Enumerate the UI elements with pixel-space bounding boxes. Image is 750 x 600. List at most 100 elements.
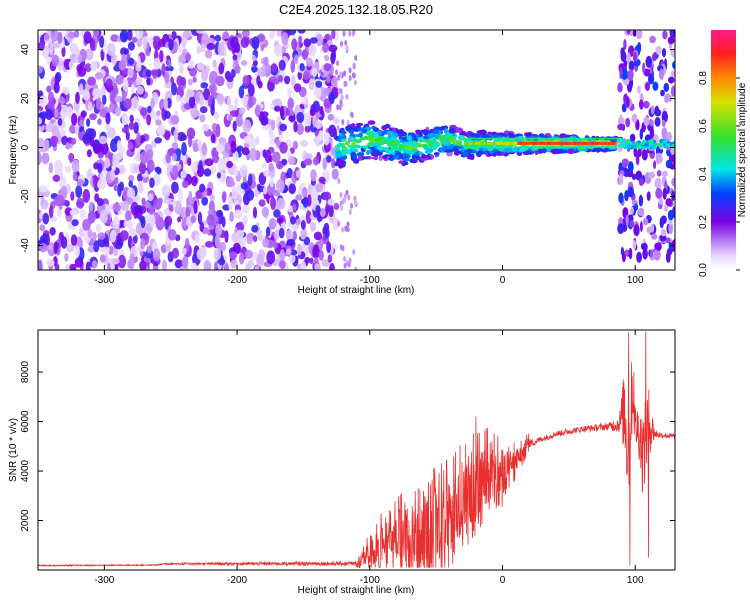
spectrogram-cell xyxy=(450,138,458,144)
spectrogram-cell xyxy=(533,146,535,148)
spectrogram-cell xyxy=(232,54,238,61)
spectrogram-cell xyxy=(352,72,355,79)
spectrogram-cell xyxy=(515,141,518,145)
spectrogram-cell xyxy=(619,67,623,77)
spectrogram-cell xyxy=(576,137,579,140)
spectrogram-cell xyxy=(602,137,605,140)
spectrogram-cell xyxy=(582,141,585,145)
spectrogram-cell xyxy=(227,114,233,122)
spectrogram-cell xyxy=(269,176,274,188)
spectrogram-cell xyxy=(606,137,609,140)
spectrogram-cell xyxy=(97,118,102,125)
spectrogram-cell xyxy=(644,142,650,147)
spectrogram-cell xyxy=(154,137,162,144)
spectrogram-cell xyxy=(672,61,675,69)
spectrogram-cell xyxy=(483,141,486,145)
spectrogram-cell xyxy=(246,237,253,245)
spectrogram-cell xyxy=(287,205,294,213)
spectrogram-cell xyxy=(612,146,615,148)
spectrogram-cell xyxy=(509,137,512,140)
spectrogram-cell xyxy=(553,141,556,145)
spectrogram-cell xyxy=(128,122,135,130)
spectrogram-cell xyxy=(129,253,135,266)
spectrogram-cell xyxy=(592,146,595,148)
spectrogram-cell xyxy=(653,249,661,261)
spectrogram-cell xyxy=(590,146,593,148)
snr-frame xyxy=(37,329,676,571)
spectrogram-cell xyxy=(348,75,352,81)
spectrogram-cell xyxy=(171,82,177,96)
spectrogram-cell xyxy=(285,107,290,116)
spectrogram-cell xyxy=(146,159,155,173)
spectrogram-cell xyxy=(64,253,69,262)
snr-x-label: Height of straight line (km) xyxy=(298,585,415,596)
spectrogram-cell xyxy=(353,79,357,86)
spectrogram-cell xyxy=(146,149,154,158)
spectrogram-cell xyxy=(576,138,583,142)
spectrogram-cell xyxy=(558,141,561,145)
snr-y-ticks: 2000 4000 6000 8000 xyxy=(20,361,675,532)
snr-x-tick-label: -100 xyxy=(360,575,380,586)
spectrogram-cell xyxy=(332,219,339,231)
spectrogram-cell xyxy=(335,152,342,158)
spectrogram-cell xyxy=(546,137,549,140)
spectrogram-cell xyxy=(171,181,179,194)
spectrogram-cell xyxy=(469,137,472,140)
spectrogram-cell xyxy=(363,156,369,160)
spectrogram-cell xyxy=(86,118,91,127)
spectrogram-cell xyxy=(98,135,108,145)
spectrogram-cell xyxy=(643,116,650,127)
spectrogram-cell xyxy=(172,165,179,178)
spectrogram-cell xyxy=(402,141,410,145)
spectrogram-cell xyxy=(598,141,601,145)
spectrogram-cell xyxy=(312,114,317,128)
spectrogram-cell xyxy=(412,134,417,138)
spectrogram-cell xyxy=(571,141,574,145)
spectrogram-cell xyxy=(423,146,430,151)
spectrogram-cell xyxy=(670,85,675,97)
spectrogram-cell xyxy=(38,65,43,74)
spectrogram-cell xyxy=(350,155,357,162)
spectrogram-cell xyxy=(52,174,61,182)
spectrogram-cell xyxy=(476,151,483,156)
spectrogram-cell xyxy=(455,127,464,133)
spectrogram-cell xyxy=(67,106,73,119)
spectrogram-cell xyxy=(648,171,655,179)
spectrogram-cell xyxy=(187,157,192,167)
spectrogram-cell xyxy=(161,63,166,77)
spectrogram-cell xyxy=(295,169,301,179)
spectrogram-cell xyxy=(331,168,339,180)
spectrogram-cell xyxy=(651,233,658,240)
spectrogram-cell xyxy=(558,146,561,148)
spectrogram-cell xyxy=(489,137,492,140)
spectrogram-cell xyxy=(295,194,303,201)
spectrogram-cell xyxy=(295,218,302,225)
spectrogram-cell xyxy=(529,141,532,145)
spectrogram-cell xyxy=(568,137,571,140)
spectrogram-cell xyxy=(345,44,349,51)
spectrogram-cell xyxy=(612,137,615,140)
spectrogram-cell xyxy=(331,158,336,169)
spectrogram-cell xyxy=(203,260,212,270)
spectrogram-cell xyxy=(365,131,373,136)
spectrogram-cell xyxy=(503,146,506,148)
spectrogram-cell xyxy=(638,177,644,186)
spectrogram-cell xyxy=(48,91,54,103)
spectrogram-cell xyxy=(61,135,68,146)
spectrogram-cell xyxy=(566,137,569,140)
spectrogram-cell xyxy=(430,134,436,138)
spectrogram-cell xyxy=(665,251,671,263)
spectrogram-cell xyxy=(207,209,214,217)
spectrogram-cell xyxy=(279,259,286,270)
spectrogram-cell xyxy=(542,141,545,145)
spectrogram-cell xyxy=(237,221,245,232)
spectrogram-cell xyxy=(69,209,78,216)
spectrogram-cell xyxy=(650,105,655,115)
spectrogram-cell xyxy=(230,259,238,269)
spectrogram-cell xyxy=(251,54,256,62)
spectrogram-cell xyxy=(588,146,591,148)
spectrogram-cell xyxy=(307,194,312,207)
spectrogram-cell xyxy=(626,30,631,35)
spectrogram-cell xyxy=(42,212,50,225)
spectrogram-cell xyxy=(300,261,307,270)
